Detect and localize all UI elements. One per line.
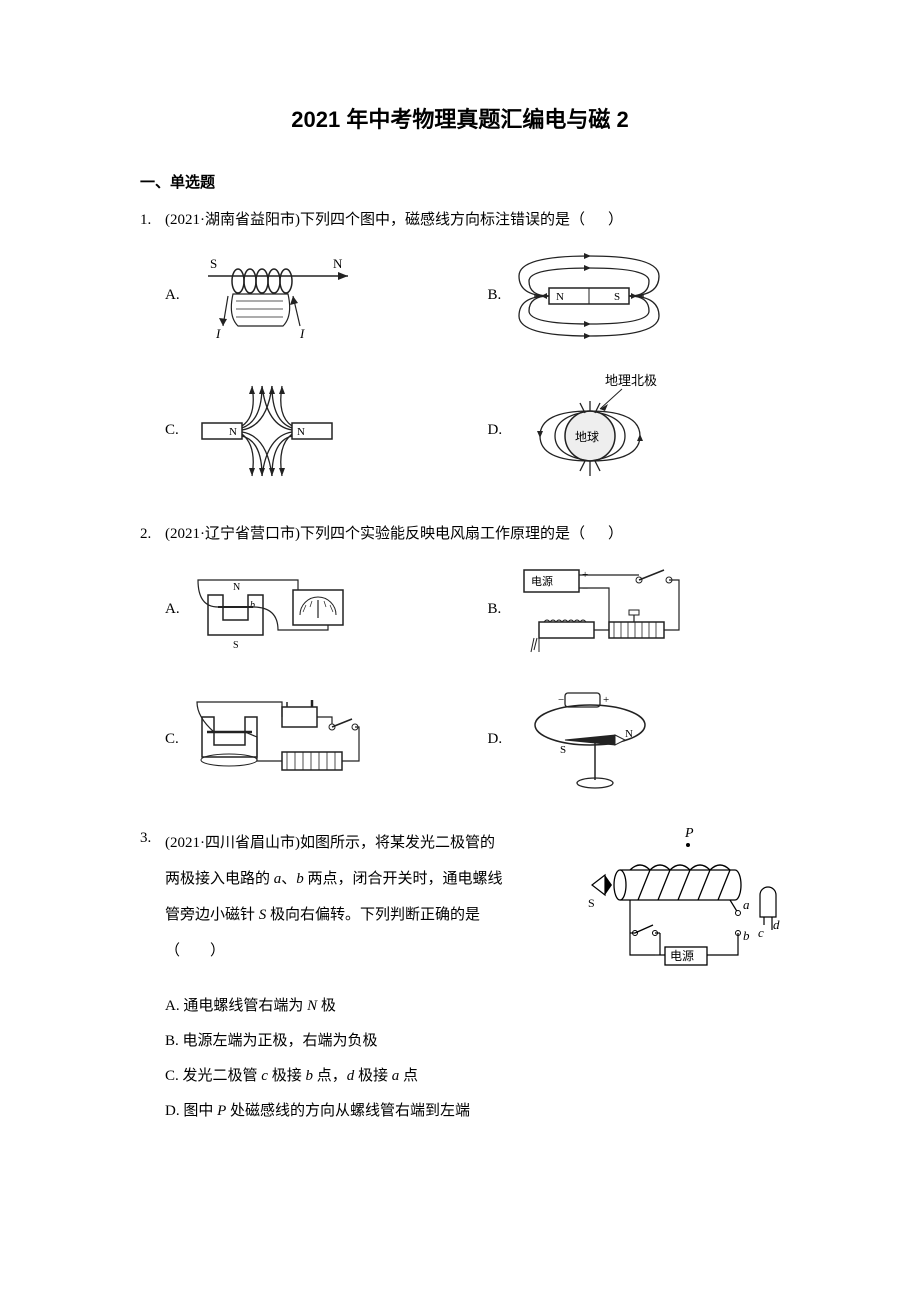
q1d-label-earth: 地球 (575, 430, 599, 444)
q3d-pre: D. 图中 (165, 1103, 217, 1119)
q3d-post: 处磁感线的方向从螺线管右端到左端 (226, 1103, 470, 1119)
q1a-label-n: N (333, 256, 343, 271)
q3-l3-post: 极向右偏转。下列判断正确的是 (266, 907, 480, 923)
q2-stem-suffix: ） (608, 526, 623, 542)
q3-answer-options: A. 通电螺线管右端为 N 极 B. 电源左端为正极，右端为负极 C. 发光二极… (165, 993, 780, 1125)
q1-figure-b: N S (509, 246, 669, 346)
q3c-m1: 极接 (268, 1068, 306, 1084)
q1c-label-n2: N (297, 426, 305, 438)
q2-number: 2. (140, 521, 165, 805)
q3-l3-pre: 管旁边小磁针 (165, 907, 259, 923)
q1-number: 1. (140, 207, 165, 501)
q1-stem-text: (2021·湖南省益阳市)下列四个图中，磁感线方向标注错误的是（ (165, 212, 585, 228)
q1-option-c-label: C. (165, 417, 179, 444)
q2a-label-n: N (233, 582, 240, 593)
q3-label-c: c (758, 925, 764, 940)
q2-option-d-label: D. (488, 726, 503, 753)
q3c-pre: C. 发光二极管 (165, 1068, 261, 1084)
q3a-pre: A. 通电螺线管右端为 (165, 998, 307, 1014)
q3c-m2: 点， (313, 1068, 347, 1084)
q1-option-a: A. S N (165, 246, 458, 346)
q3-l2-mid: 、 (281, 871, 296, 887)
q3c-c: c (261, 1068, 268, 1084)
q1b-label-s: S (614, 291, 620, 303)
q2-stem: (2021·辽宁省营口市)下列四个实验能反映电风扇工作原理的是（ ） (165, 521, 780, 548)
q3c-b: b (305, 1068, 313, 1084)
q3a-n: N (307, 998, 317, 1014)
q1-option-c: C. N N (165, 371, 458, 491)
q2-option-b: B. 电源 + − (488, 560, 781, 660)
q2-figure-a: N S b (188, 560, 368, 660)
q2a-label-b: b (250, 600, 255, 611)
q3c-m3: 极接 (354, 1068, 392, 1084)
q3-stem-line3: 管旁边小磁针 S 极向右偏转。下列判断正确的是 (165, 897, 560, 933)
q2-figure-c (187, 687, 367, 792)
q1-figure-d: 地理北极 地球 (510, 371, 680, 491)
q2a-label-s: S (233, 640, 239, 651)
section-header: 一、单选题 (140, 170, 780, 197)
question-3: 3. (2021·四川省眉山市)如图所示，将某发光二极管的 两极接入电路的 a、… (140, 825, 780, 1133)
q3-label-b: b (743, 928, 750, 943)
page-title: 2021 年中考物理真题汇编电与磁 2 (140, 100, 780, 140)
q3-label-s: S (588, 896, 595, 910)
q1-stem-suffix: ） (608, 212, 623, 228)
q1-figure-a: S N (188, 246, 358, 346)
q2d-label-n: N (625, 728, 633, 740)
q2d-minus: − (558, 694, 564, 706)
q1-option-a-label: A. (165, 282, 180, 309)
q3-l2-pre: 两极接入电路的 (165, 871, 274, 887)
q1-figure-c: N N (187, 376, 347, 486)
q1-blank (585, 212, 608, 228)
q3-option-c: C. 发光二极管 c 极接 b 点，d 极接 a 点 (165, 1063, 780, 1090)
q1a-label-i1: I (215, 326, 221, 341)
question-1: 1. (2021·湖南省益阳市)下列四个图中，磁感线方向标注错误的是（ ） A.… (140, 207, 780, 501)
q1b-label-n: N (556, 291, 564, 303)
q3-label-a: a (743, 897, 750, 912)
q3-label-d: d (773, 917, 780, 932)
q1a-label-s: S (210, 256, 217, 271)
q3-l2-post: 两点，闭合开关时，通电螺线 (304, 871, 503, 887)
question-2: 2. (2021·辽宁省营口市)下列四个实验能反映电风扇工作原理的是（ ） A.… (140, 521, 780, 805)
q3-option-a: A. 通电螺线管右端为 N 极 (165, 993, 780, 1020)
q3-stem-line2: 两极接入电路的 a、b 两点，闭合开关时，通电螺线 (165, 861, 560, 897)
q2b-label-src: 电源 (531, 574, 553, 588)
q1-option-b-label: B. (488, 282, 502, 309)
q1-option-b: B. N S (488, 246, 781, 346)
q1a-label-i2: I (299, 326, 305, 341)
q2d-plus: + (603, 694, 609, 706)
q3-number: 3. (140, 825, 165, 1133)
q3-label-src: 电源 (670, 949, 694, 963)
q2-option-c: C. (165, 685, 458, 795)
q3a-post: 极 (317, 998, 336, 1014)
q3-stem-line1: (2021·四川省眉山市)如图所示，将某发光二极管的 (165, 825, 560, 861)
q3-figure: P (580, 825, 780, 975)
q1-stem: (2021·湖南省益阳市)下列四个图中，磁感线方向标注错误的是（ ） (165, 207, 780, 234)
q3c-post: 点 (399, 1068, 418, 1084)
q2-figure-d: − + S N (510, 685, 670, 795)
q1-option-d-label: D. (488, 417, 503, 444)
q3-stem-line4: （ ） (165, 933, 560, 969)
q3-option-b: B. 电源左端为正极，右端为负极 (165, 1028, 780, 1055)
q2-option-a-label: A. (165, 596, 180, 623)
q3-label-p: P (684, 826, 694, 841)
q2-option-c-label: C. (165, 726, 179, 753)
q2-stem-text: (2021·辽宁省营口市)下列四个实验能反映电风扇工作原理的是（ (165, 526, 585, 542)
q2-option-a: A. N S b (165, 560, 458, 660)
q2b-minus: − (582, 583, 588, 595)
q3-option-d: D. 图中 P 处磁感线的方向从螺线管右端到左端 (165, 1098, 780, 1125)
q3-l2-b: b (296, 871, 304, 887)
q2-option-d: D. − + S N (488, 685, 781, 795)
q1-option-d: D. 地理北极 地球 (488, 371, 781, 491)
q2-figure-b: 电源 + − (509, 560, 689, 660)
q2d-label-s: S (560, 744, 566, 756)
q3d-p: P (217, 1103, 226, 1119)
q2-blank (585, 526, 608, 542)
q1d-label-north: 地理北极 (605, 373, 657, 388)
q2-option-b-label: B. (488, 596, 502, 623)
q1c-label-n1: N (229, 426, 237, 438)
